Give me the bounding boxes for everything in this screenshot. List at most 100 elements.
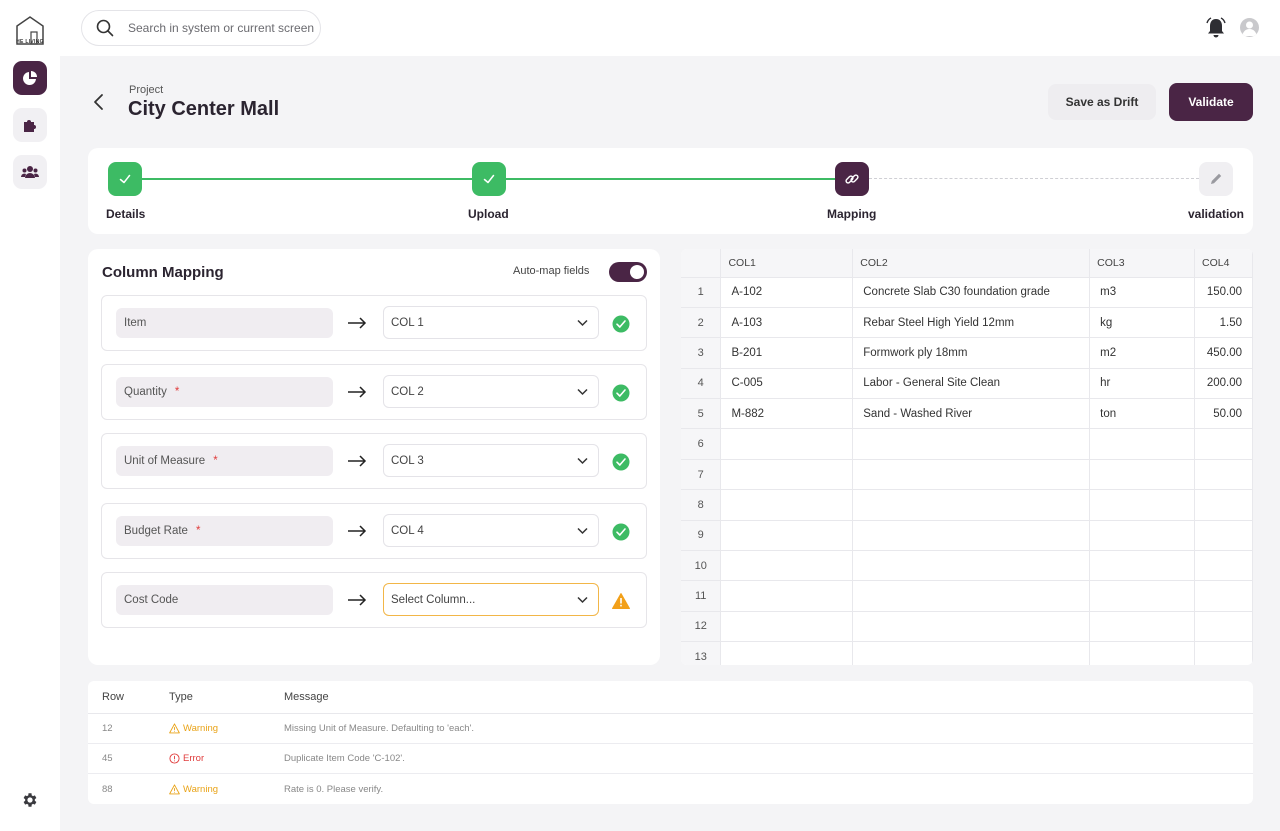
- grid-cell[interactable]: [720, 489, 854, 521]
- column-select[interactable]: COL 1: [383, 306, 599, 339]
- column-header[interactable]: COL2: [852, 249, 1091, 278]
- grid-cell[interactable]: [1194, 489, 1253, 521]
- grid-cell[interactable]: [1194, 580, 1253, 612]
- grid-cell[interactable]: [852, 580, 1091, 612]
- back-arrow-icon[interactable]: [92, 93, 106, 111]
- grid-row[interactable]: 6: [681, 428, 1253, 460]
- grid-cell[interactable]: [852, 520, 1091, 552]
- grid-row[interactable]: 3 B-201 Formwork ply 18mm m2 450.00: [681, 337, 1253, 369]
- column-select[interactable]: COL 2: [383, 375, 599, 408]
- save-draft-button[interactable]: Save as Drift: [1048, 84, 1156, 120]
- grid-cell[interactable]: [852, 428, 1091, 460]
- grid-cell[interactable]: [720, 550, 854, 582]
- grid-cell[interactable]: [1089, 550, 1195, 582]
- grid-cell[interactable]: [1194, 611, 1253, 643]
- column-header[interactable]: COL3: [1089, 249, 1195, 278]
- grid-cell[interactable]: [720, 611, 854, 643]
- column-select[interactable]: COL 4: [383, 514, 599, 547]
- bell-icon[interactable]: [1206, 17, 1226, 39]
- grid-cell[interactable]: A-102: [720, 277, 854, 308]
- grid-cell[interactable]: Concrete Slab C30 foundation grade: [852, 277, 1091, 308]
- grid-cell[interactable]: [720, 641, 854, 665]
- grid-cell[interactable]: [1089, 489, 1195, 521]
- issues-header-row: Row Type Message: [88, 681, 1253, 714]
- search-input[interactable]: [128, 21, 318, 35]
- grid-cell[interactable]: Formwork ply 18mm: [852, 337, 1091, 369]
- issue-row[interactable]: 12 Warning Missing Unit of Measure. Defa…: [88, 714, 1253, 744]
- grid-cell[interactable]: [852, 459, 1091, 491]
- grid-cell[interactable]: [1194, 520, 1253, 552]
- search-box[interactable]: [81, 10, 321, 46]
- auto-map-toggle[interactable]: [609, 262, 647, 282]
- user-avatar-icon: [1242, 21, 1257, 36]
- grid-cell[interactable]: A-103: [720, 307, 854, 339]
- grid-cell[interactable]: Labor - General Site Clean: [852, 368, 1091, 400]
- grid-cell[interactable]: [1089, 428, 1195, 460]
- grid-row[interactable]: 7: [681, 459, 1253, 491]
- issue-row[interactable]: 45 Error Duplicate Item Code 'C-102'.: [88, 744, 1253, 774]
- avatar[interactable]: [1240, 18, 1259, 37]
- column-select[interactable]: COL 3: [383, 444, 599, 477]
- nav-dashboard-button[interactable]: [13, 61, 47, 95]
- grid-cell[interactable]: Rebar Steel High Yield 12mm: [852, 307, 1091, 339]
- grid-cell[interactable]: [1194, 641, 1253, 665]
- grid-cell[interactable]: M-882: [720, 398, 854, 430]
- grid-cell[interactable]: Sand - Washed River: [852, 398, 1091, 430]
- grid-cell[interactable]: 1.50: [1194, 307, 1253, 339]
- row-number: 3: [681, 337, 722, 369]
- column-header[interactable]: COL1: [720, 249, 854, 278]
- grid-cell[interactable]: [720, 428, 854, 460]
- step-mapping-circle[interactable]: [835, 162, 869, 196]
- step-validation-circle[interactable]: [1199, 162, 1233, 196]
- grid-cell[interactable]: [852, 611, 1091, 643]
- grid-cell[interactable]: [1089, 611, 1195, 643]
- grid-cell[interactable]: ton: [1089, 398, 1195, 430]
- grid-row[interactable]: 5 M-882 Sand - Washed River ton 50.00: [681, 398, 1253, 430]
- grid-row[interactable]: 4 C-005 Labor - General Site Clean hr 200.00: [681, 368, 1253, 400]
- grid-row[interactable]: 2 A-103 Rebar Steel High Yield 12mm kg 1.50: [681, 307, 1253, 339]
- grid-cell[interactable]: [1194, 459, 1253, 491]
- issue-row[interactable]: 88 Warning Rate is 0. Please verify.: [88, 774, 1253, 804]
- chevron-down-icon: [577, 527, 588, 535]
- column-select[interactable]: Select Column...: [383, 583, 599, 616]
- grid-row[interactable]: 13: [681, 641, 1253, 665]
- grid-row[interactable]: 11: [681, 580, 1253, 612]
- grid-row[interactable]: 10: [681, 550, 1253, 582]
- grid-cell[interactable]: [852, 550, 1091, 582]
- grid-cell[interactable]: m3: [1089, 277, 1195, 308]
- grid-cell[interactable]: [720, 459, 854, 491]
- grid-cell[interactable]: [1089, 641, 1195, 665]
- error-circle-icon: [169, 753, 180, 764]
- grid-cell[interactable]: [720, 520, 854, 552]
- mapping-field-label: Item: [124, 317, 147, 329]
- step-details-circle[interactable]: [108, 162, 142, 196]
- grid-cell[interactable]: 50.00: [1194, 398, 1253, 430]
- validate-button[interactable]: Validate: [1169, 83, 1253, 121]
- grid-cell[interactable]: C-005: [720, 368, 854, 400]
- nav-team-button[interactable]: [13, 155, 47, 189]
- grid-cell[interactable]: B-201: [720, 337, 854, 369]
- grid-row[interactable]: 12: [681, 611, 1253, 643]
- grid-cell[interactable]: 200.00: [1194, 368, 1253, 400]
- grid-row[interactable]: 9: [681, 520, 1253, 552]
- grid-cell[interactable]: [1089, 520, 1195, 552]
- grid-cell[interactable]: [1194, 428, 1253, 460]
- column-select-value: Select Column...: [391, 593, 476, 606]
- nav-modules-button[interactable]: [13, 108, 47, 142]
- grid-cell[interactable]: m2: [1089, 337, 1195, 369]
- grid-cell[interactable]: [1089, 459, 1195, 491]
- grid-cell[interactable]: 150.00: [1194, 277, 1253, 308]
- grid-cell[interactable]: 450.00: [1194, 337, 1253, 369]
- grid-cell[interactable]: [852, 489, 1091, 521]
- gear-icon[interactable]: [21, 791, 39, 809]
- grid-row[interactable]: 1 A-102 Concrete Slab C30 foundation grade…: [681, 277, 1253, 308]
- column-header[interactable]: COL4: [1194, 249, 1253, 278]
- grid-cell[interactable]: hr: [1089, 368, 1195, 400]
- grid-row[interactable]: 8: [681, 489, 1253, 521]
- grid-cell[interactable]: [1089, 580, 1195, 612]
- grid-cell[interactable]: [720, 580, 854, 612]
- step-upload-circle[interactable]: [472, 162, 506, 196]
- grid-cell[interactable]: [852, 641, 1091, 665]
- grid-cell[interactable]: [1194, 550, 1253, 582]
- grid-cell[interactable]: kg: [1089, 307, 1195, 339]
